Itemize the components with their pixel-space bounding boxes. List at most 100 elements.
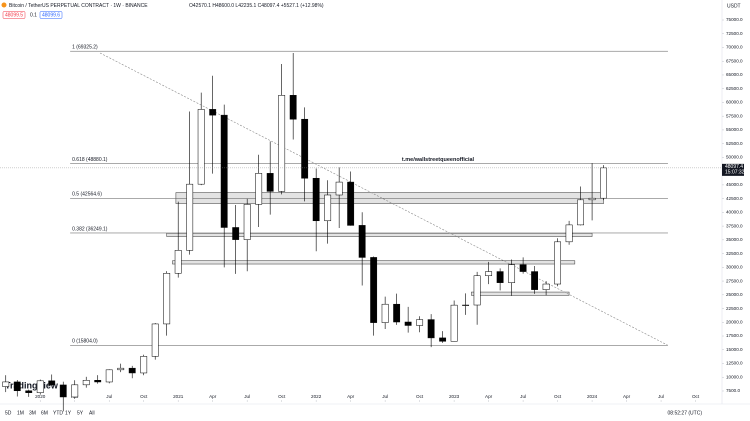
candle-body bbox=[82, 380, 90, 386]
fib-label: 0.5 (42564.6) bbox=[72, 192, 102, 198]
x-tick-label: Oct bbox=[692, 394, 700, 399]
y-tick-label: 75000.0 bbox=[726, 17, 743, 22]
y-tick-label: 17500.0 bbox=[726, 333, 743, 338]
candle-body bbox=[243, 204, 251, 240]
candle-body bbox=[416, 319, 424, 326]
y-tick-label: 30000.0 bbox=[726, 265, 743, 270]
candle-body bbox=[105, 369, 113, 383]
y-tick-label: 10000.0 bbox=[726, 374, 743, 379]
candle-body bbox=[496, 271, 504, 283]
x-tick-label: Jul bbox=[382, 394, 388, 399]
y-tick-label: 37500.0 bbox=[726, 223, 743, 228]
x-tick-label: Apr bbox=[623, 394, 631, 399]
y-tick-label: 32500.0 bbox=[726, 251, 743, 256]
x-tick-label: Oct bbox=[278, 394, 286, 399]
candle-body bbox=[48, 380, 56, 386]
y-tick-label: 22500.0 bbox=[726, 306, 743, 311]
currency: USDT bbox=[727, 3, 741, 9]
candle-body bbox=[404, 321, 412, 326]
y-tick-label: 42500.0 bbox=[726, 196, 743, 201]
candle-body bbox=[36, 380, 44, 393]
candle-body bbox=[381, 303, 389, 323]
candle-body bbox=[554, 241, 562, 285]
candle-body bbox=[163, 273, 171, 325]
candle-body bbox=[427, 319, 435, 339]
y-tick-label: 7500.0 bbox=[726, 388, 740, 393]
last-price-box bbox=[722, 163, 744, 176]
y-tick-label: 35000.0 bbox=[726, 237, 743, 242]
y-tick-label: 25000.0 bbox=[726, 292, 743, 297]
candle-body bbox=[13, 381, 21, 392]
candle-body bbox=[462, 304, 470, 306]
y-tick-label: 20000.0 bbox=[726, 320, 743, 325]
candle-body bbox=[588, 197, 596, 201]
candle-body bbox=[278, 95, 286, 192]
candle-body bbox=[312, 177, 320, 222]
candle-body bbox=[393, 303, 401, 323]
range-button[interactable]: All bbox=[89, 410, 95, 416]
candle-body bbox=[358, 225, 366, 258]
ask[interactable]: 48099.6 bbox=[42, 13, 60, 19]
candle-body bbox=[266, 173, 274, 192]
ask-box[interactable] bbox=[39, 11, 63, 19]
candle-body bbox=[197, 109, 205, 185]
candle-body bbox=[485, 271, 493, 276]
candle-body bbox=[25, 390, 33, 393]
candle-body bbox=[519, 264, 527, 272]
candle-body bbox=[347, 181, 355, 226]
range-button[interactable]: 6M bbox=[41, 410, 48, 416]
logo: TradingView bbox=[5, 380, 59, 390]
x-tick-label: Jul bbox=[658, 394, 664, 399]
symbol: Bitcoin / TetherUS PERPETUAL CONTRACT · … bbox=[9, 3, 148, 9]
candle-body bbox=[174, 250, 182, 274]
fib-label: 0.618 (48880.1) bbox=[72, 157, 108, 163]
annotation: t.me/wallstreetqueenofficial bbox=[402, 157, 475, 163]
candle-body bbox=[600, 167, 607, 199]
y-tick-label: 40000.0 bbox=[726, 210, 743, 215]
x-tick-label: 2023 bbox=[449, 394, 460, 399]
candle-body bbox=[289, 95, 297, 120]
y-tick-label: 27500.0 bbox=[726, 278, 743, 283]
fib-label: 0 (15804.0) bbox=[72, 339, 98, 345]
x-tick-label: 2020 bbox=[35, 394, 46, 399]
y-tick-label: 67500.0 bbox=[726, 58, 743, 63]
candle-body bbox=[117, 367, 125, 371]
bid-box[interactable] bbox=[2, 11, 26, 19]
range-button[interactable]: 5D bbox=[5, 410, 12, 416]
candle-body bbox=[335, 181, 343, 196]
range-button[interactable]: 1M bbox=[17, 410, 24, 416]
candle-body bbox=[209, 109, 217, 116]
zone bbox=[166, 233, 593, 237]
candle-body bbox=[94, 380, 102, 383]
x-tick-label: 2021 bbox=[173, 394, 184, 399]
candle-body bbox=[140, 356, 148, 374]
x-tick-label: Jul bbox=[106, 394, 112, 399]
candle-body bbox=[186, 183, 194, 251]
range-button[interactable]: 5Y bbox=[77, 410, 84, 416]
y-tick-label: 62500.0 bbox=[726, 86, 743, 91]
x-tick-label: Oct bbox=[140, 394, 148, 399]
x-tick-label: Jul bbox=[244, 394, 250, 399]
x-tick-label: 2022 bbox=[311, 394, 322, 399]
y-tick-label: 70000.0 bbox=[726, 45, 743, 50]
y-tick-label: 50000.0 bbox=[726, 155, 743, 160]
range-button[interactable]: YTD bbox=[53, 410, 63, 416]
x-tick-label: Apr bbox=[209, 394, 217, 399]
candle-body bbox=[473, 275, 481, 306]
range-button[interactable]: 1Y bbox=[65, 410, 72, 416]
zone bbox=[471, 291, 570, 296]
bid[interactable]: 48099.5 bbox=[5, 13, 23, 19]
countdown: 15:07:32 bbox=[725, 170, 745, 176]
candle-body bbox=[301, 118, 309, 179]
trendline bbox=[99, 52, 669, 346]
candle-body bbox=[232, 227, 240, 240]
y-tick-label: 55000.0 bbox=[726, 127, 743, 132]
x-tick-label: 2024 bbox=[587, 394, 598, 399]
x-tick-label: Oct bbox=[554, 394, 562, 399]
candle-body bbox=[59, 384, 67, 398]
ohlc: O42570.1 H48600.0 L42235.1 C48097.4 +552… bbox=[189, 3, 324, 9]
y-tick-label: 72500.0 bbox=[726, 31, 743, 36]
range-button[interactable]: 3M bbox=[29, 410, 36, 416]
candle-body bbox=[128, 367, 136, 374]
